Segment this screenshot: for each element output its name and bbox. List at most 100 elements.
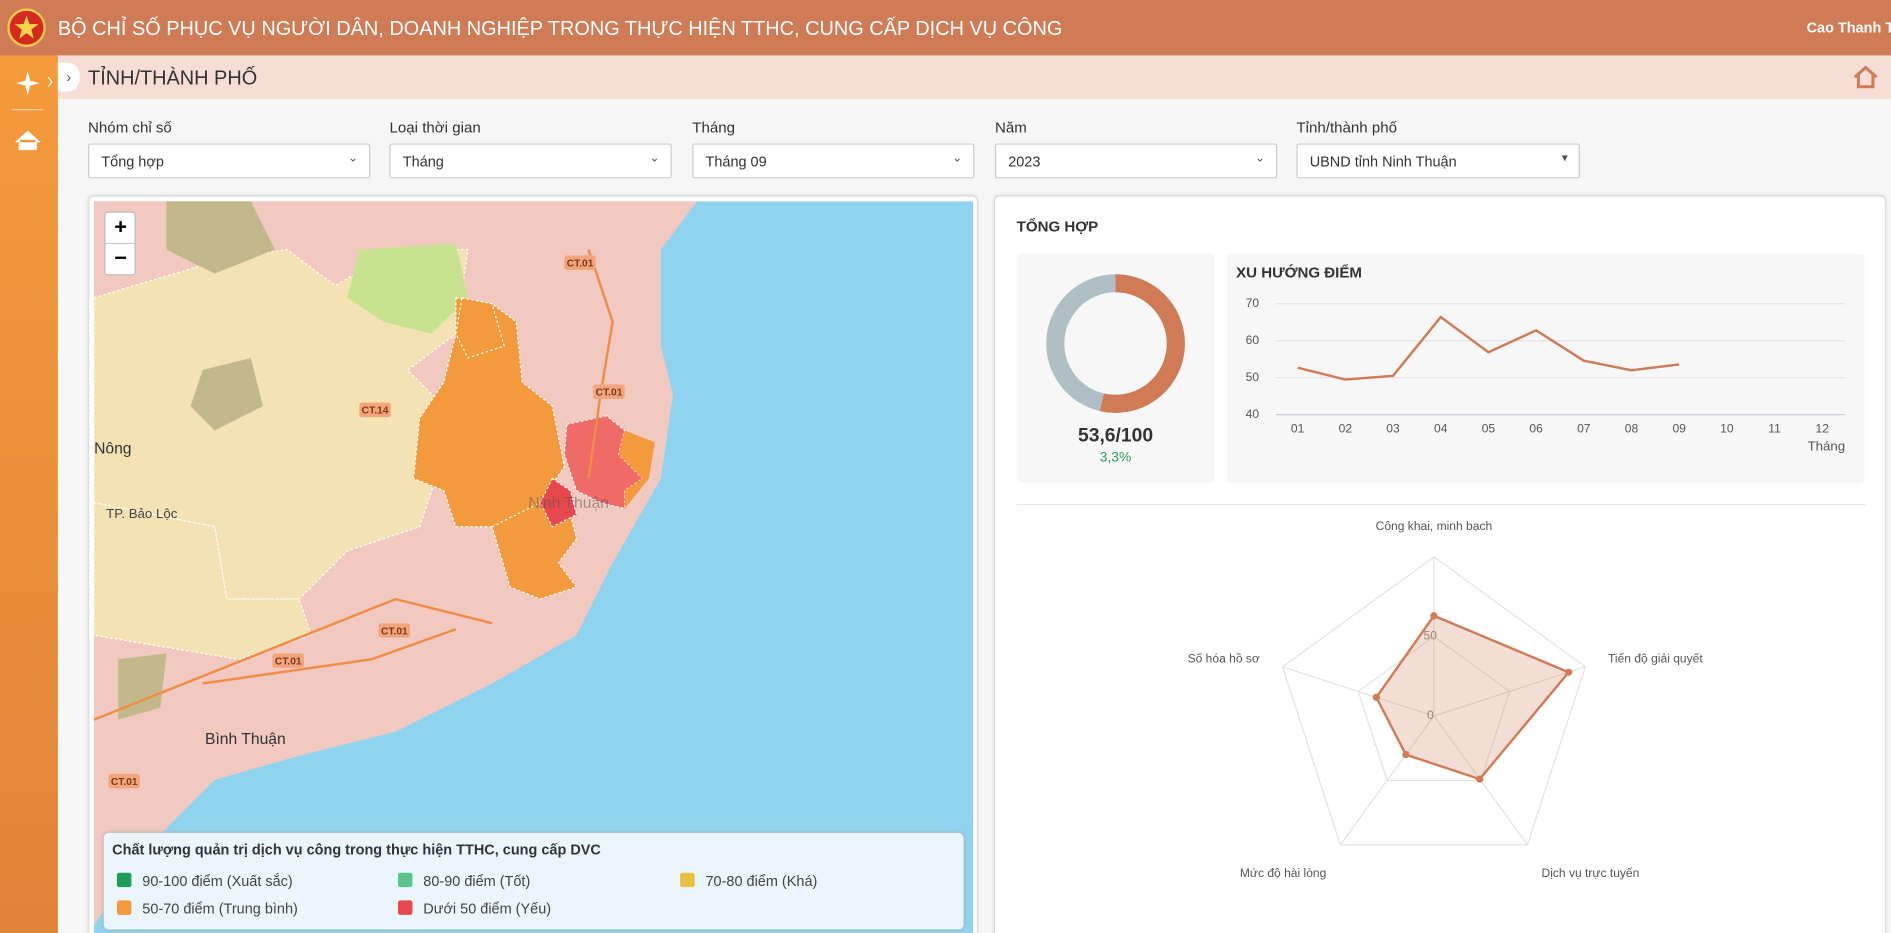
radar-ring <box>1357 635 1511 781</box>
filter-label: Năm <box>994 119 1027 137</box>
subheader: › TỈNH/THÀNH PHỐ <box>57 55 1891 99</box>
radar-axis-label: Công khai, minh bạch <box>1376 519 1493 533</box>
radar-axis <box>1282 666 1435 717</box>
legend-label: 50-70 điểm (Trung bình) <box>142 900 298 918</box>
user-name[interactable]: Cao Thanh Tu <box>1806 19 1891 37</box>
filter-select[interactable]: Tháng 09 ⌄ <box>692 143 975 179</box>
place-label: Ninh Thuận <box>528 495 609 512</box>
filter-select[interactable]: Tổng hợp ⌄ <box>88 143 371 179</box>
road-label: CT.01 <box>381 626 408 637</box>
divider <box>1016 503 1866 506</box>
y-tick-label: 40 <box>1246 407 1260 421</box>
radar-axis <box>1339 715 1435 846</box>
radar-axis <box>1433 666 1586 717</box>
map[interactable]: Nông TP. Bảo Lộc Bình Thuận Ninh Thuận CT.01… <box>94 201 974 933</box>
filter-value: Tổng hợp <box>101 153 164 170</box>
place-label: Bình Thuận <box>205 731 286 748</box>
radar-ring <box>1281 556 1587 846</box>
road-badge <box>378 623 411 638</box>
x-tick-label: 01 <box>1291 421 1305 435</box>
x-tick-label: 04 <box>1434 421 1448 435</box>
road-badge <box>108 773 140 789</box>
x-tick-label: 12 <box>1816 421 1830 435</box>
donut-change: 3,3% <box>1100 449 1132 465</box>
page-title: TỈNH/THÀNH PHỐ <box>88 67 258 90</box>
x-tick-label: 09 <box>1672 421 1686 435</box>
line-card <box>1226 253 1865 484</box>
filter-value: UBND tỉnh Ninh Thuận <box>1309 153 1457 170</box>
filter-label: Tỉnh/thành phố <box>1296 119 1398 137</box>
filter-select[interactable]: 2023 ⌄ <box>994 143 1278 179</box>
summary-title: TỔNG HỢP <box>1016 218 1099 236</box>
x-tick-label: 02 <box>1339 421 1353 435</box>
legend-swatch <box>116 872 132 888</box>
road-badge <box>564 255 596 271</box>
x-tick-label: 11 <box>1768 421 1781 435</box>
x-tick-label: 07 <box>1577 421 1591 435</box>
legend-label: Dưới 50 điểm (Yếu) <box>423 900 552 918</box>
legend-label: 70-80 điểm (Khá) <box>705 872 818 890</box>
dropdown-arrow: ⌄ <box>1254 151 1266 166</box>
road-label: CT.01 <box>275 656 302 667</box>
x-tick-label: 08 <box>1625 421 1639 435</box>
donut-value <box>1100 274 1185 413</box>
donut-label: 53,6/100 <box>1078 425 1153 446</box>
road-label: CT.01 <box>111 777 138 788</box>
filter-label: Nhóm chỉ số <box>88 119 172 137</box>
logo <box>7 8 46 48</box>
road-badge <box>593 384 625 399</box>
sidebar-icons[interactable] <box>12 68 55 164</box>
collapse-toggle[interactable]: › <box>57 62 80 92</box>
radar-axis-label: Tiến độ giải quyết <box>1608 652 1703 666</box>
dropdown-arrow: ⌄ <box>649 151 660 166</box>
dropdown-arrow: ⌄ <box>952 151 963 166</box>
legend-label: 90-100 điểm (Xuất sắc) <box>142 872 293 890</box>
filter-select[interactable]: Tháng ⌄ <box>389 143 672 179</box>
chart-title: XU HƯỚNG ĐIỂM <box>1236 264 1362 282</box>
map-legend: Chất lượng quản trị dịch vụ công trong t… <box>103 832 964 930</box>
legend-swatch <box>680 872 695 888</box>
road-label: CT.01 <box>596 388 623 399</box>
radar-point <box>1430 612 1438 620</box>
radar-axis-label: Dịch vụ trực tuyến <box>1542 866 1640 880</box>
dropdown-arrow: ⌄ <box>348 151 359 166</box>
x-tick-label: 06 <box>1529 421 1543 435</box>
x-tick-label: 03 <box>1386 421 1400 435</box>
legend-label: 80-90 điểm (Tốt) <box>423 872 531 890</box>
filter-label: Tháng <box>692 119 735 137</box>
header-bar: BỘ CHỈ SỐ PHỤC VỤ NGƯỜI DÂN, DOANH NGHIỆ… <box>0 0 1891 56</box>
road-badge <box>272 653 304 668</box>
y-tick-label: 50 <box>1246 370 1260 384</box>
radar-point <box>1402 751 1410 759</box>
filter-value: Tháng 09 <box>705 153 767 170</box>
line-series <box>1297 315 1680 381</box>
radar-point <box>1476 775 1484 783</box>
legend-swatch <box>116 900 132 915</box>
zoom-in[interactable]: + <box>114 214 127 239</box>
filter-value: Tháng <box>402 153 444 170</box>
home-icon[interactable] <box>1852 65 1879 89</box>
radar-axis-label: Mức độ hài lòng <box>1240 866 1326 880</box>
sidebar <box>0 55 58 933</box>
road-badge <box>359 402 391 418</box>
radar-tick-label: 0 <box>1427 708 1434 722</box>
filter-select[interactable]: UBND tỉnh Ninh Thuận ▾ <box>1296 143 1580 179</box>
filter-value: 2023 <box>1008 153 1041 170</box>
road-label: CT.01 <box>567 259 594 270</box>
radar-area <box>1374 614 1571 781</box>
legend-swatch <box>397 872 413 888</box>
y-tick-label: 60 <box>1246 333 1260 347</box>
radar-axis-label: Số hóa hồ sơ <box>1188 652 1260 666</box>
radar-tick-label: 50 <box>1424 629 1438 643</box>
road-label: CT.14 <box>362 406 389 417</box>
radar-point <box>1565 668 1573 676</box>
y-tick-label: 70 <box>1246 296 1260 310</box>
x-tick-label: 05 <box>1482 421 1496 435</box>
header-title: BỘ CHỈ SỐ PHỤC VỤ NGƯỜI DÂN, DOANH NGHIỆ… <box>57 18 1063 40</box>
place-label: Nông <box>94 441 131 458</box>
radar-point <box>1372 693 1381 701</box>
zoom-out[interactable]: − <box>114 245 127 270</box>
legend-swatch <box>397 900 413 915</box>
